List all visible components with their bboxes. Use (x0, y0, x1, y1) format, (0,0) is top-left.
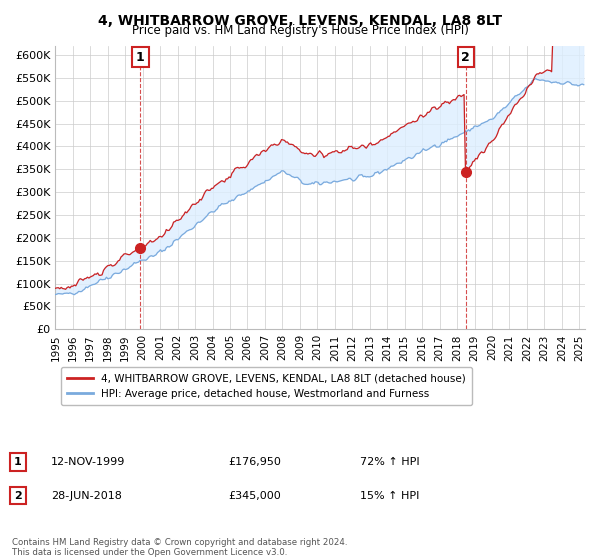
Text: 72% ↑ HPI: 72% ↑ HPI (360, 457, 419, 467)
Legend: 4, WHITBARROW GROVE, LEVENS, KENDAL, LA8 8LT (detached house), HPI: Average pric: 4, WHITBARROW GROVE, LEVENS, KENDAL, LA8… (61, 367, 472, 405)
Text: 2: 2 (461, 50, 470, 64)
Text: Price paid vs. HM Land Registry's House Price Index (HPI): Price paid vs. HM Land Registry's House … (131, 24, 469, 37)
Text: 4, WHITBARROW GROVE, LEVENS, KENDAL, LA8 8LT: 4, WHITBARROW GROVE, LEVENS, KENDAL, LA8… (98, 14, 502, 28)
Text: £345,000: £345,000 (228, 491, 281, 501)
Text: 2: 2 (14, 491, 22, 501)
Text: Contains HM Land Registry data © Crown copyright and database right 2024.
This d: Contains HM Land Registry data © Crown c… (12, 538, 347, 557)
Text: 1: 1 (136, 50, 145, 64)
Text: 1: 1 (14, 457, 22, 467)
Text: 28-JUN-2018: 28-JUN-2018 (51, 491, 122, 501)
Text: £176,950: £176,950 (228, 457, 281, 467)
Text: 15% ↑ HPI: 15% ↑ HPI (360, 491, 419, 501)
Text: 12-NOV-1999: 12-NOV-1999 (51, 457, 125, 467)
